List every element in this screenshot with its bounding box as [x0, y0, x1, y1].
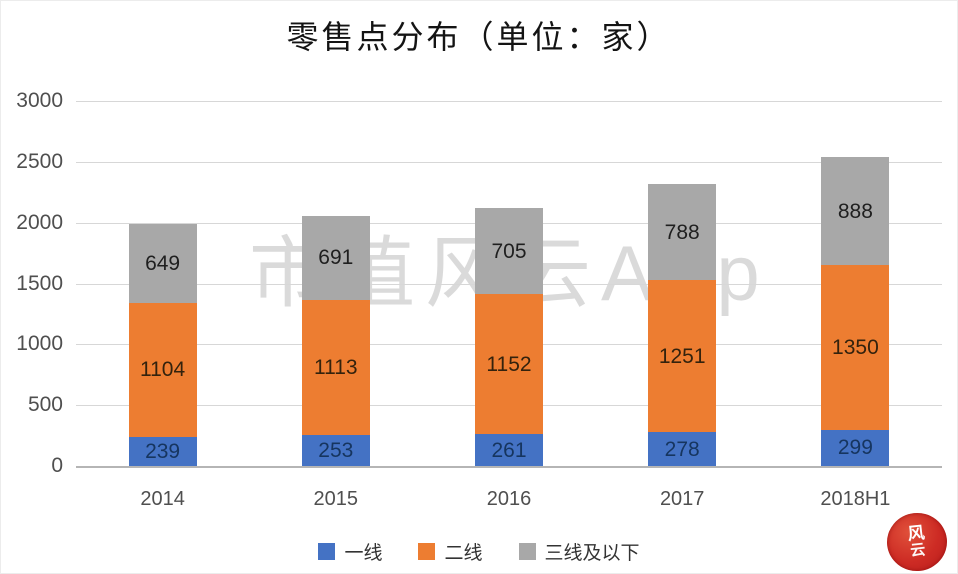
gridline — [76, 101, 942, 102]
data-label: 253 — [318, 439, 354, 463]
legend-swatch — [418, 543, 436, 560]
data-label: 788 — [664, 220, 700, 244]
bar-2018H1: 299 1350 888 — [821, 157, 890, 466]
legend-label: 三线及以下 — [544, 543, 640, 564]
x-tick-label: 2016 — [486, 488, 532, 510]
legend-swatch — [318, 543, 336, 560]
y-tick-label: 0 — [51, 454, 63, 477]
data-label: 649 — [145, 251, 181, 275]
seal-text-bottom: 云 — [909, 541, 927, 560]
y-tick-label: 2500 — [16, 149, 63, 173]
data-label: 299 — [837, 436, 873, 460]
y-tick-label: 1000 — [16, 332, 63, 356]
bar-segment-三线及以下: 691 — [301, 215, 370, 300]
data-label: 1350 — [832, 335, 879, 359]
y-tick-label: 3000 — [16, 89, 63, 112]
x-axis-baseline — [76, 466, 942, 468]
y-tick-label: 2000 — [16, 210, 63, 234]
y-tick-label: 1500 — [16, 271, 63, 295]
legend-swatch — [518, 543, 536, 560]
bar-segment-二线: 1152 — [475, 294, 543, 435]
x-tick-label: 2015 — [313, 488, 359, 510]
data-label: 1251 — [658, 344, 706, 368]
bar-2015: 253 1113 691 — [301, 215, 370, 466]
bar-segment-二线: 1350 — [821, 265, 890, 430]
bar-segment-一线: 261 — [475, 434, 543, 466]
bar-segment-三线及以下: 705 — [475, 208, 543, 295]
data-label: 278 — [664, 437, 700, 461]
bar-segment-三线及以下: 888 — [821, 157, 890, 266]
data-label: 1113 — [313, 356, 358, 379]
bar-2017: 278 1251 788 — [648, 184, 717, 466]
bar-segment-一线: 239 — [128, 436, 197, 466]
bar-segment-二线: 1113 — [301, 299, 370, 436]
data-label: 691 — [318, 246, 354, 270]
bar-segment-一线: 299 — [821, 429, 890, 466]
y-tick-label: 500 — [27, 393, 63, 417]
x-tick-label: 2018H1 — [820, 488, 891, 510]
legend-label: 一线 — [344, 543, 383, 564]
data-label: 261 — [491, 438, 527, 462]
bar-segment-三线及以下: 788 — [648, 184, 717, 281]
legend-label: 二线 — [444, 543, 483, 564]
chart-title: 零售点分布（单位：家） — [286, 19, 672, 55]
legend-item-三线及以下: 三线及以下 — [518, 538, 640, 565]
data-label: 705 — [491, 239, 527, 263]
x-tick-label: 2014 — [140, 488, 185, 510]
y-axis: 0 500 1000 1500 2000 2500 3000 — [1, 1, 63, 573]
legend-item-一线: 一线 — [318, 538, 382, 565]
bar-segment-二线: 1104 — [128, 302, 197, 437]
bar-segment-二线: 1251 — [648, 280, 717, 433]
bar-segment-一线: 278 — [648, 432, 717, 466]
data-label: 239 — [145, 439, 181, 463]
x-tick-label: 2017 — [659, 488, 705, 510]
bar-segment-三线及以下: 649 — [128, 223, 197, 303]
bar-2014: 239 1104 649 — [128, 223, 197, 466]
legend-item-二线: 二线 — [418, 538, 483, 565]
gridline — [76, 161, 942, 163]
data-label: 1152 — [486, 352, 532, 376]
data-label: 888 — [837, 199, 873, 223]
bar-2016: 261 1152 705 — [475, 208, 543, 466]
bar-segment-一线: 253 — [301, 435, 370, 466]
legend: 一线 二线 三线及以下 — [1, 538, 957, 565]
data-label: 1104 — [140, 358, 186, 382]
plot-area: 239 1104 649 253 1113 691 261 1152 705 278 1251 788… — [76, 101, 942, 468]
